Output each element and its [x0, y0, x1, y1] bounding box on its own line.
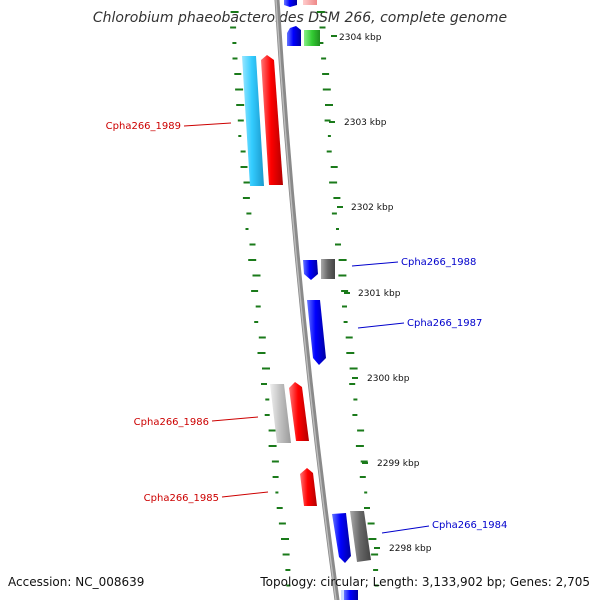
cds-feature	[321, 259, 335, 279]
gene-1984-group	[332, 511, 371, 563]
gene-1988-group	[303, 259, 335, 280]
leader-line-1984	[381, 525, 430, 534]
gene-1989-group	[242, 55, 283, 186]
gene-label-1987: Cpha266_1987	[407, 318, 482, 329]
cds-feature-1985	[300, 468, 317, 506]
summary-text: Topology: circular; Length: 3,133,902 bp…	[260, 575, 590, 589]
ruler-label: 2300 kbp	[367, 374, 410, 384]
gc-track-outer	[316, 11, 379, 587]
leader-line-1986	[211, 416, 259, 422]
leader-line-1989	[183, 122, 232, 127]
leader-line-1985	[221, 491, 269, 498]
ruler: 2304 kbp 2303 kbp 2302 kbp 2301 kbp 2300…	[329, 33, 432, 554]
cds-feature	[261, 55, 283, 185]
cds-feature	[332, 513, 351, 563]
cds-feature	[284, 0, 297, 7]
cds-feature	[350, 511, 371, 562]
gene-label-1985: Cpha266_1985	[144, 493, 219, 504]
leader-line-1987	[357, 322, 405, 329]
ruler-label: 2299 kbp	[377, 459, 420, 469]
cds-feature	[303, 0, 317, 5]
ruler-label: 2304 kbp	[339, 33, 382, 43]
feature-top-partials	[284, 0, 320, 46]
gene-label-1988: Cpha266_1988	[401, 257, 476, 268]
cds-feature	[344, 590, 358, 600]
gene-labels: Cpha266_1989 Cpha266_1988 Cpha266_1987 C…	[106, 121, 507, 534]
gene-label-1986: Cpha266_1986	[134, 417, 209, 428]
cds-feature	[289, 382, 309, 441]
leader-line-1988	[351, 261, 399, 267]
ruler-label: 2302 kbp	[351, 203, 394, 213]
genome-backbone-highlight	[275, 0, 337, 600]
gene-1986-group	[270, 382, 309, 443]
cds-feature	[341, 590, 344, 600]
cds-feature	[242, 56, 264, 186]
cds-feature	[304, 30, 320, 46]
cds-feature	[303, 260, 318, 280]
gene-label-1989: Cpha266_1989	[106, 121, 181, 132]
ruler-label: 2298 kbp	[389, 544, 432, 554]
map-title: Chlorobium phaeobacteroides DSM 266, com…	[92, 10, 508, 26]
gene-label-1984: Cpha266_1984	[432, 520, 507, 531]
cds-feature	[270, 384, 291, 443]
cds-feature-1987	[307, 300, 326, 365]
accession-text: Accession: NC_008639	[8, 575, 145, 589]
ruler-label: 2303 kbp	[344, 118, 387, 128]
genome-backbone	[274, 0, 340, 600]
ruler-label: 2301 kbp	[358, 289, 401, 299]
cds-feature	[287, 26, 301, 46]
